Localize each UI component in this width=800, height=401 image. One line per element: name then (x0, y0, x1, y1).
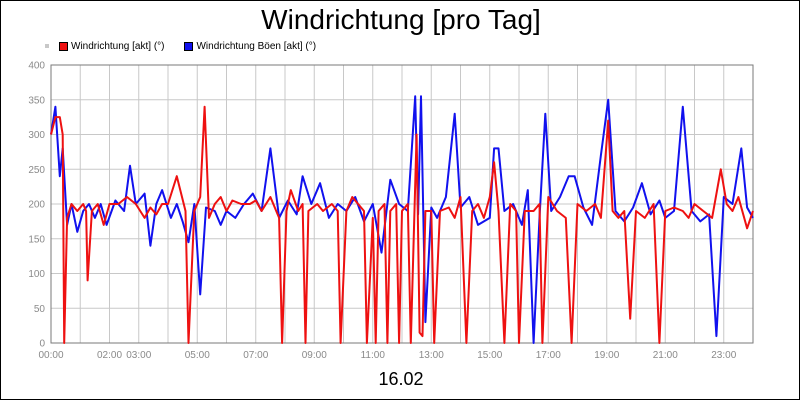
legend-marker-icon (45, 44, 49, 48)
y-tick-label: 0 (39, 339, 45, 350)
chart-legend: Windrichtung [akt] (°) Windrichtung Böen… (45, 39, 336, 53)
legend-label-windrichtung-boeen: Windrichtung Böen [akt] (°) (196, 40, 317, 52)
x-tick-label: 00:00 (38, 350, 63, 361)
y-tick-label: 400 (28, 61, 45, 72)
x-tick-label: 15:00 (477, 350, 502, 361)
plot-border (50, 64, 754, 344)
y-tick-label: 150 (28, 234, 45, 245)
x-tick-label: 19:00 (594, 350, 619, 361)
x-tick-label: 23:00 (711, 350, 736, 361)
x-axis-caption: 16.02 (378, 369, 424, 389)
x-tick-label: 02:00 (97, 350, 122, 361)
y-tick-label: 300 (28, 130, 45, 141)
x-tick-label: 03:00 (126, 350, 151, 361)
y-tick-label: 50 (34, 304, 46, 315)
x-tick-label: 11:00 (361, 350, 386, 361)
chart-title: Windrichtung [pro Tag] (261, 4, 541, 35)
x-tick-label: 17:00 (536, 350, 561, 361)
x-tick-label: 05:00 (185, 350, 210, 361)
x-tick-label: 09:00 (302, 350, 327, 361)
series-line-windrichtung (50, 105, 754, 344)
x-tick-label: 07:00 (243, 350, 268, 361)
legend-swatch-windrichtung (59, 41, 68, 51)
series-line-windrichtung-boeen (50, 95, 754, 344)
x-tick-label: 21:00 (653, 350, 678, 361)
legend-item-windrichtung: Windrichtung [akt] (°) (59, 41, 164, 52)
y-tick-label: 350 (28, 95, 45, 106)
y-tick-label: 200 (28, 200, 45, 211)
legend-item-windrichtung-boeen: Windrichtung Böen [akt] (°) (184, 41, 316, 52)
legend-swatch-windrichtung-boeen (184, 41, 194, 51)
legend-label-windrichtung: Windrichtung [akt] (°) (71, 40, 165, 52)
y-tick-label: 100 (28, 269, 45, 280)
x-tick-label: 13:00 (419, 350, 444, 361)
y-tick-label: 250 (28, 165, 45, 176)
